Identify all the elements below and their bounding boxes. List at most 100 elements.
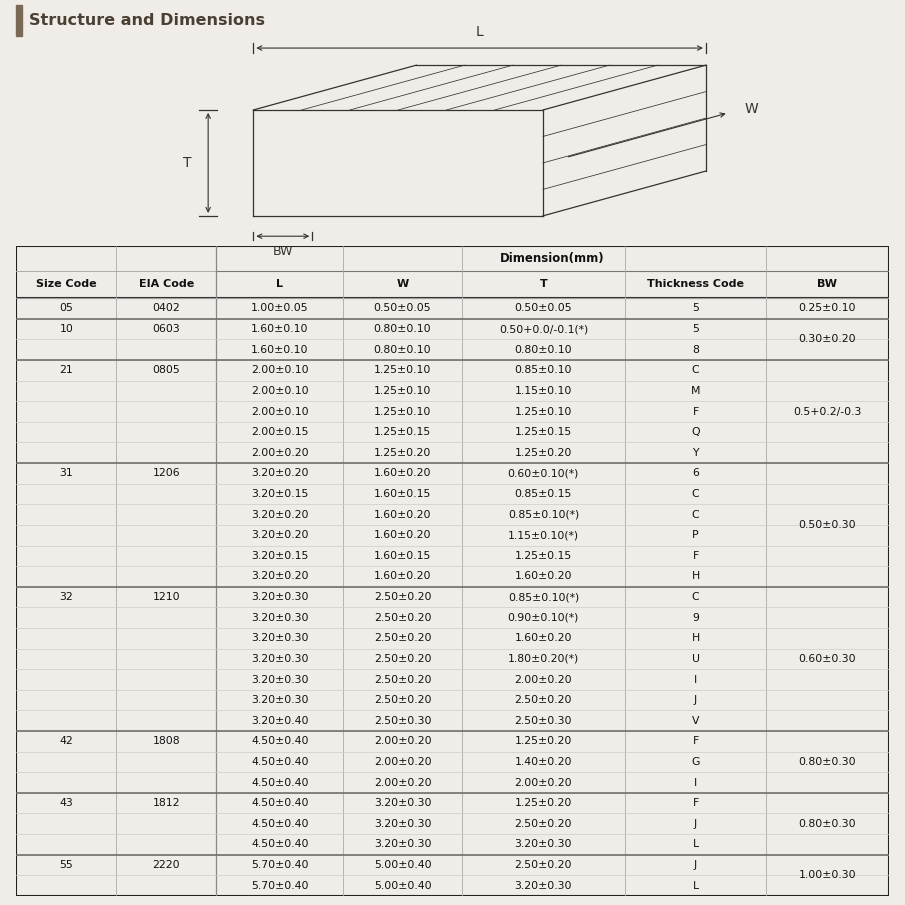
Text: 0.50±0.05: 0.50±0.05 xyxy=(515,303,572,313)
Text: 2.00±0.10: 2.00±0.10 xyxy=(251,386,309,395)
Text: 0.85±0.10(*): 0.85±0.10(*) xyxy=(508,592,579,602)
Text: 1.25±0.15: 1.25±0.15 xyxy=(515,427,572,437)
Text: 1.60±0.20: 1.60±0.20 xyxy=(515,571,572,581)
Text: 0.50±0.05: 0.50±0.05 xyxy=(374,303,432,313)
Text: I: I xyxy=(694,777,697,787)
Text: 1.25±0.20: 1.25±0.20 xyxy=(374,448,431,458)
Text: 0402: 0402 xyxy=(152,303,180,313)
Text: 3.20±0.30: 3.20±0.30 xyxy=(374,840,432,850)
Text: 0603: 0603 xyxy=(152,324,180,334)
Text: Q: Q xyxy=(691,427,700,437)
Text: 0.85±0.15: 0.85±0.15 xyxy=(515,489,572,499)
Text: 2.50±0.20: 2.50±0.20 xyxy=(515,860,572,870)
Text: 3.20±0.40: 3.20±0.40 xyxy=(251,716,309,726)
Text: 3.20±0.30: 3.20±0.30 xyxy=(251,613,309,623)
Text: F: F xyxy=(692,406,699,416)
Text: 4.50±0.40: 4.50±0.40 xyxy=(251,798,309,808)
Text: 1.60±0.15: 1.60±0.15 xyxy=(374,489,431,499)
Bar xyxy=(16,5,22,36)
Text: 3.20±0.15: 3.20±0.15 xyxy=(252,551,309,561)
Text: 0.30±0.20: 0.30±0.20 xyxy=(798,334,856,345)
Text: I: I xyxy=(694,674,697,684)
Text: F: F xyxy=(692,737,699,747)
Text: 1.40±0.20: 1.40±0.20 xyxy=(515,757,572,767)
Text: 0.50±0.30: 0.50±0.30 xyxy=(798,519,856,530)
Text: 0.85±0.10: 0.85±0.10 xyxy=(515,366,572,376)
Text: BW: BW xyxy=(817,280,837,290)
Text: 0.25±0.10: 0.25±0.10 xyxy=(798,303,856,313)
Text: 0.60±0.10(*): 0.60±0.10(*) xyxy=(508,469,579,479)
Text: 2.50±0.20: 2.50±0.20 xyxy=(374,674,432,684)
Text: 1812: 1812 xyxy=(152,798,180,808)
Text: 5: 5 xyxy=(692,303,699,313)
Text: 43: 43 xyxy=(60,798,73,808)
Text: L: L xyxy=(276,280,283,290)
Text: 3.20±0.30: 3.20±0.30 xyxy=(374,798,432,808)
Text: 2.50±0.20: 2.50±0.20 xyxy=(515,695,572,705)
Text: 2.50±0.30: 2.50±0.30 xyxy=(515,716,572,726)
Text: 42: 42 xyxy=(60,737,73,747)
Text: 0.80±0.10: 0.80±0.10 xyxy=(515,345,572,355)
Text: 2.00±0.15: 2.00±0.15 xyxy=(251,427,309,437)
Text: 1.15±0.10: 1.15±0.10 xyxy=(515,386,572,395)
Text: 1.25±0.15: 1.25±0.15 xyxy=(515,551,572,561)
Text: 2.00±0.20: 2.00±0.20 xyxy=(515,777,572,787)
Text: 2.50±0.20: 2.50±0.20 xyxy=(374,695,432,705)
Text: T: T xyxy=(539,280,548,290)
Text: 32: 32 xyxy=(60,592,73,602)
Text: C: C xyxy=(691,489,700,499)
Text: C: C xyxy=(691,366,700,376)
Text: Structure and Dimensions: Structure and Dimensions xyxy=(29,13,265,28)
Text: 4.50±0.40: 4.50±0.40 xyxy=(251,777,309,787)
Text: 0805: 0805 xyxy=(152,366,180,376)
Text: 1206: 1206 xyxy=(152,469,180,479)
Text: 0.80±0.30: 0.80±0.30 xyxy=(798,757,856,767)
Text: J: J xyxy=(694,860,697,870)
Text: 2.50±0.20: 2.50±0.20 xyxy=(374,613,432,623)
Text: Thickness Code: Thickness Code xyxy=(647,280,744,290)
Text: 4.50±0.40: 4.50±0.40 xyxy=(251,840,309,850)
Text: 1.60±0.10: 1.60±0.10 xyxy=(251,345,309,355)
Text: 1.25±0.10: 1.25±0.10 xyxy=(374,386,431,395)
Text: 55: 55 xyxy=(60,860,73,870)
Text: F: F xyxy=(692,798,699,808)
Text: 2220: 2220 xyxy=(152,860,180,870)
Text: 3.20±0.20: 3.20±0.20 xyxy=(251,510,309,519)
Text: U: U xyxy=(691,654,700,664)
Text: 3.20±0.30: 3.20±0.30 xyxy=(374,819,432,829)
Text: 4.50±0.40: 4.50±0.40 xyxy=(251,737,309,747)
Text: 8: 8 xyxy=(692,345,699,355)
Text: 1.60±0.20: 1.60±0.20 xyxy=(374,571,432,581)
Text: 0.80±0.30: 0.80±0.30 xyxy=(798,819,856,829)
Text: 4.50±0.40: 4.50±0.40 xyxy=(251,757,309,767)
Text: 2.00±0.20: 2.00±0.20 xyxy=(251,448,309,458)
Text: 1.15±0.10(*): 1.15±0.10(*) xyxy=(508,530,579,540)
Text: M: M xyxy=(691,386,700,395)
Text: Y: Y xyxy=(692,448,699,458)
Text: EIA Code: EIA Code xyxy=(138,280,194,290)
Text: W: W xyxy=(745,101,758,116)
Text: 3.20±0.20: 3.20±0.20 xyxy=(251,530,309,540)
Text: G: G xyxy=(691,757,700,767)
Text: 1.25±0.20: 1.25±0.20 xyxy=(515,448,572,458)
Text: Size Code: Size Code xyxy=(36,280,97,290)
Text: 3.20±0.20: 3.20±0.20 xyxy=(251,571,309,581)
Text: L: L xyxy=(692,881,699,891)
Text: 0.80±0.10: 0.80±0.10 xyxy=(374,345,432,355)
Text: 1.60±0.20: 1.60±0.20 xyxy=(374,530,432,540)
Text: 5.00±0.40: 5.00±0.40 xyxy=(374,860,432,870)
Text: 3.20±0.30: 3.20±0.30 xyxy=(251,674,309,684)
Text: 5: 5 xyxy=(692,324,699,334)
Text: 05: 05 xyxy=(60,303,73,313)
Text: 2.50±0.20: 2.50±0.20 xyxy=(515,819,572,829)
Text: 2.50±0.20: 2.50±0.20 xyxy=(374,592,432,602)
Text: 1.60±0.15: 1.60±0.15 xyxy=(374,551,431,561)
Text: V: V xyxy=(691,716,700,726)
Text: C: C xyxy=(691,510,700,519)
Text: 21: 21 xyxy=(60,366,73,376)
Text: 10: 10 xyxy=(60,324,73,334)
Text: W: W xyxy=(396,280,409,290)
Text: L: L xyxy=(692,840,699,850)
Text: 1.25±0.10: 1.25±0.10 xyxy=(374,366,431,376)
Text: 1.60±0.10: 1.60±0.10 xyxy=(251,324,309,334)
